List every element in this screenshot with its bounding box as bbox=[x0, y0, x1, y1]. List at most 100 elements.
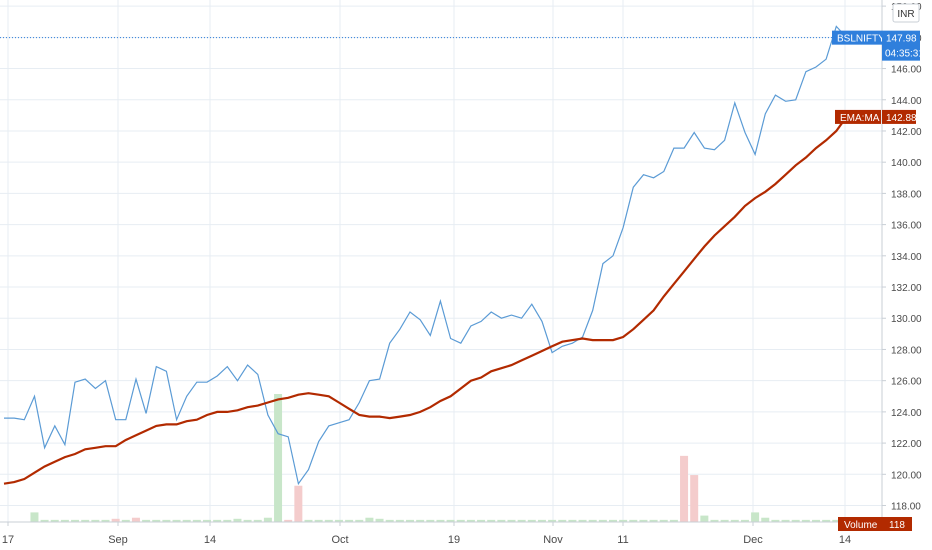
volume-bar bbox=[730, 519, 739, 522]
volume-bar bbox=[629, 519, 638, 522]
volume-bar bbox=[507, 519, 516, 522]
volume-bar bbox=[152, 519, 161, 522]
volume-bar bbox=[517, 519, 526, 522]
volume-bar bbox=[274, 394, 283, 522]
volume-bar bbox=[395, 519, 404, 522]
time-tick-label: 17 bbox=[2, 534, 14, 546]
volume-bar bbox=[781, 519, 790, 522]
volume-bar bbox=[284, 519, 293, 522]
volume-bar bbox=[314, 519, 323, 522]
volume-bar bbox=[487, 519, 496, 522]
ema-badge: EMA:MA 142.88 bbox=[835, 109, 917, 124]
volume-bar bbox=[649, 519, 658, 522]
volume-bar bbox=[91, 519, 100, 522]
volume-bar bbox=[477, 519, 486, 522]
price-tick-label: 142.00 bbox=[891, 127, 922, 138]
volume-bar bbox=[700, 515, 709, 522]
volume-bar bbox=[537, 519, 546, 522]
volume-bar bbox=[406, 519, 414, 522]
bslnifty-price-line[interactable] bbox=[4, 25, 847, 486]
time-tick-label: Nov bbox=[543, 534, 563, 546]
volume-bar bbox=[60, 519, 69, 522]
volume-bar bbox=[497, 519, 506, 522]
volume-badge: Volume 118 bbox=[838, 517, 912, 531]
currency-button[interactable]: INR bbox=[892, 3, 920, 23]
price-tick-label: 124.00 bbox=[891, 408, 922, 419]
volume-bar bbox=[791, 519, 800, 522]
volume-bar bbox=[50, 519, 59, 522]
volume-bar bbox=[720, 519, 729, 522]
volume-bar bbox=[223, 519, 232, 522]
price-tick-label: 138.00 bbox=[891, 189, 922, 200]
volume-bar bbox=[598, 519, 607, 522]
price-tick-label: 136.00 bbox=[891, 221, 922, 232]
volume-bar bbox=[182, 519, 191, 522]
volume-bars bbox=[30, 394, 851, 522]
volume-bar bbox=[801, 519, 810, 522]
volume-bar bbox=[243, 519, 252, 522]
volume-bar bbox=[436, 519, 445, 522]
volume-bar bbox=[142, 519, 151, 522]
volume-bar bbox=[548, 519, 557, 522]
price-tick-label: 118.00 bbox=[891, 502, 921, 513]
price-tick-label: 120.00 bbox=[891, 470, 922, 481]
volume-bar bbox=[771, 519, 780, 522]
volume-bar bbox=[659, 519, 668, 522]
price-tick-label: 128.00 bbox=[891, 345, 922, 356]
price-tick-label: 126.00 bbox=[891, 377, 922, 388]
price-badge-symbol: BSLNIFTY bbox=[837, 34, 885, 45]
volume-bar bbox=[253, 519, 262, 522]
volume-bar bbox=[162, 519, 171, 522]
volume-bar bbox=[81, 519, 90, 522]
volume-bar bbox=[334, 519, 343, 522]
volume-badge-name: Volume bbox=[844, 520, 878, 531]
volume-badge-value: 118 bbox=[889, 520, 905, 531]
price-axis[interactable]: 118.00 120.00 122.00 124.00 126.00 128.00 130.… bbox=[882, 2, 922, 513]
volume-bar bbox=[426, 519, 435, 522]
volume-bar bbox=[40, 519, 49, 522]
price-tick-label: 130.00 bbox=[891, 314, 922, 325]
price-tick-label: 140.00 bbox=[891, 158, 922, 169]
volume-bar bbox=[416, 519, 425, 522]
price-tick-label: 122.00 bbox=[891, 439, 922, 450]
chart-grid bbox=[0, 0, 882, 522]
time-tick-label: 19 bbox=[448, 534, 460, 546]
volume-bar bbox=[751, 512, 760, 522]
volume-bar bbox=[639, 519, 648, 522]
volume-bar bbox=[71, 519, 80, 522]
price-badge: BSLNIFTY 147.98 04:35:31 bbox=[832, 30, 924, 61]
time-tick-label: 14 bbox=[204, 534, 216, 546]
volume-bar bbox=[121, 519, 130, 522]
volume-bar bbox=[690, 475, 699, 522]
price-badge-value: 147.98 bbox=[886, 34, 917, 45]
volume-bar bbox=[822, 519, 831, 522]
volume-bar bbox=[385, 519, 394, 522]
volume-bar bbox=[294, 485, 303, 522]
volume-bar bbox=[578, 519, 587, 522]
time-tick-label: Sep bbox=[108, 534, 128, 546]
time-tick-label: Oct bbox=[331, 534, 348, 546]
volume-bar bbox=[558, 519, 567, 522]
volume-bar bbox=[619, 519, 628, 522]
volume-bar bbox=[456, 519, 465, 522]
volume-bar bbox=[355, 519, 364, 522]
volume-bar bbox=[101, 519, 110, 522]
volume-bar bbox=[304, 519, 313, 522]
volume-bar bbox=[710, 519, 719, 522]
time-tick-label: 14 bbox=[839, 534, 851, 546]
volume-bar bbox=[365, 517, 374, 522]
volume-bar bbox=[609, 519, 617, 522]
time-tick-label: Dec bbox=[743, 534, 763, 546]
volume-bar bbox=[172, 519, 181, 522]
volume-bar bbox=[131, 517, 140, 522]
volume-bar bbox=[761, 517, 770, 522]
ema-line[interactable] bbox=[3, 116, 848, 485]
ema-badge-value: 142.88 bbox=[886, 113, 917, 124]
currency-label: INR bbox=[897, 9, 914, 20]
volume-bar bbox=[669, 519, 678, 522]
volume-bar bbox=[111, 518, 120, 522]
volume-bar bbox=[832, 519, 841, 522]
time-axis[interactable]: 17 Sep 14 Oct 19 Nov 11 Dec 14 bbox=[2, 522, 851, 546]
ema-badge-name: EMA:MA bbox=[840, 113, 880, 124]
